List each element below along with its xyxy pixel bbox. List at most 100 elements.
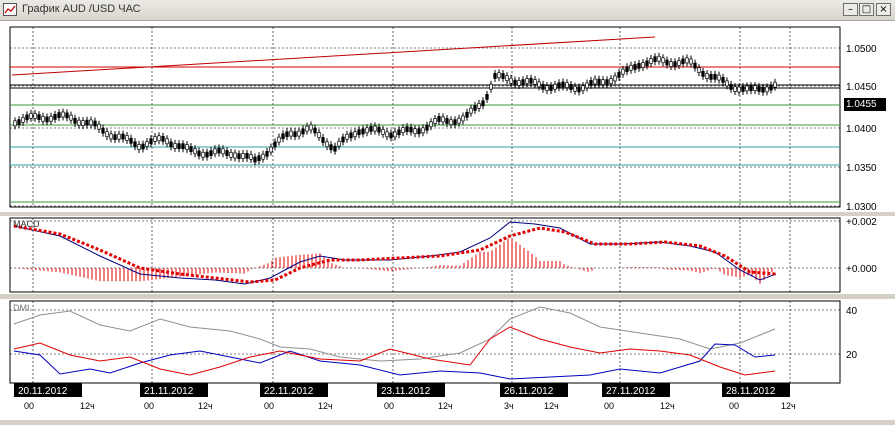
candle-body: [377, 126, 381, 133]
candle-body: [349, 132, 353, 139]
candle-body: [609, 78, 613, 84]
candle-body: [525, 78, 529, 84]
hour-label: 00: [24, 401, 34, 411]
candle-body: [501, 73, 505, 79]
candle-body: [193, 148, 197, 155]
candle-body: [605, 79, 609, 86]
candle-body: [217, 147, 221, 154]
candle-body: [549, 85, 553, 91]
candle-body: [741, 86, 745, 92]
candle-body: [653, 56, 657, 63]
candle-body: [77, 119, 81, 126]
candle-body: [133, 141, 137, 148]
dmi-chart[interactable]: 40 20 20.11.2012 21.11.2012 22.11.2012 23.11…: [0, 299, 895, 420]
candle-body: [421, 127, 425, 134]
price-pane[interactable]: 1.0500 1.0450 1.0400 1.0350 1.0300 1.0455: [0, 21, 895, 213]
candle-body: [137, 144, 141, 150]
candle-body: [325, 141, 329, 148]
candle-body: [617, 72, 621, 78]
candle-body: [333, 145, 337, 152]
price-chart[interactable]: 1.0500 1.0450 1.0400 1.0350 1.0300: [0, 21, 895, 213]
candle-body: [465, 111, 469, 118]
candle-body: [49, 115, 53, 122]
candle-body: [453, 119, 457, 126]
candle-body: [569, 84, 573, 90]
dmi-label: DMI: [13, 303, 30, 313]
candle-body: [481, 100, 485, 107]
candle-body: [141, 143, 145, 150]
date-label: 21.11.2012: [144, 386, 194, 397]
candle-body: [245, 152, 249, 159]
candle-body: [209, 150, 213, 156]
maximize-icon: □: [861, 4, 872, 15]
candle-body: [413, 128, 417, 135]
price-tick-label: 1.0300: [846, 202, 877, 212]
candle-body: [205, 151, 209, 158]
maximize-button[interactable]: □: [859, 3, 874, 16]
candle-body: [145, 141, 149, 147]
hour-label: 12ч: [318, 401, 333, 411]
price-tick-label: 1.0350: [846, 163, 877, 174]
hour-label: 12ч: [544, 401, 559, 411]
candle-body: [153, 136, 157, 142]
candle-body: [773, 81, 777, 88]
macd-axis: +0.002 +0.000: [846, 217, 877, 275]
dmi-pane[interactable]: 40 20 20.11.2012 21.11.2012 22.11.2012 23.11…: [0, 299, 895, 420]
candle-body: [301, 128, 305, 135]
candle-body: [537, 81, 541, 88]
candle-body: [33, 113, 37, 119]
dmi-tick-label: 20: [846, 350, 858, 361]
date-label-bg: [722, 383, 790, 397]
candle-body: [493, 73, 497, 79]
candle-body: [21, 117, 25, 123]
candle-body: [437, 116, 441, 122]
candle-body: [409, 126, 413, 133]
date-label-bg: [14, 383, 82, 397]
candle-body: [513, 79, 517, 86]
candle-body: [601, 79, 605, 85]
candle-body: [341, 136, 345, 143]
window-titlebar[interactable]: График AUD /USD ЧАС – □ ×: [0, 0, 895, 21]
candle-body: [713, 73, 717, 80]
candle-body: [593, 78, 597, 85]
minimize-button[interactable]: –: [843, 3, 858, 16]
candle-body: [393, 131, 397, 138]
macd-chart[interactable]: +0.002 +0.000: [0, 216, 895, 294]
candle-body: [25, 114, 29, 121]
candle-body: [521, 79, 525, 86]
candle-body: [665, 59, 669, 66]
candle-body: [353, 131, 357, 138]
candle-body: [261, 153, 265, 160]
candle-body: [129, 137, 133, 144]
macd-pane[interactable]: +0.002 +0.000 MACD: [0, 216, 895, 294]
macd-label: MACD: [13, 219, 40, 229]
hour-label: 3ч: [504, 401, 514, 411]
candle-body: [745, 85, 749, 92]
hour-label: 12ч: [80, 401, 95, 411]
date-label: 26.11.2012: [504, 386, 554, 397]
dmi-tick-label: 40: [846, 306, 858, 317]
candle-body: [233, 152, 237, 159]
candle-body: [573, 85, 577, 92]
hour-label: 00: [264, 401, 274, 411]
candle-body: [213, 148, 217, 155]
candle-body: [357, 129, 361, 136]
trendline[interactable]: [11, 36, 656, 76]
candle-body: [169, 141, 173, 148]
candle-body: [753, 85, 757, 91]
candle-body: [69, 114, 73, 121]
candle-body: [561, 81, 565, 88]
candle-body: [17, 119, 21, 126]
candle-body: [285, 131, 289, 138]
dmi-minus-line: [13, 326, 776, 376]
close-button[interactable]: ×: [876, 3, 891, 16]
candle-body: [705, 73, 709, 79]
adx-line: [13, 306, 776, 362]
candle-body: [273, 141, 277, 148]
candle-body: [201, 151, 205, 158]
candle-body: [317, 132, 321, 138]
candle-body: [313, 127, 317, 134]
candle-body: [693, 62, 697, 69]
candle-body: [289, 130, 293, 137]
candle-body: [149, 138, 153, 145]
